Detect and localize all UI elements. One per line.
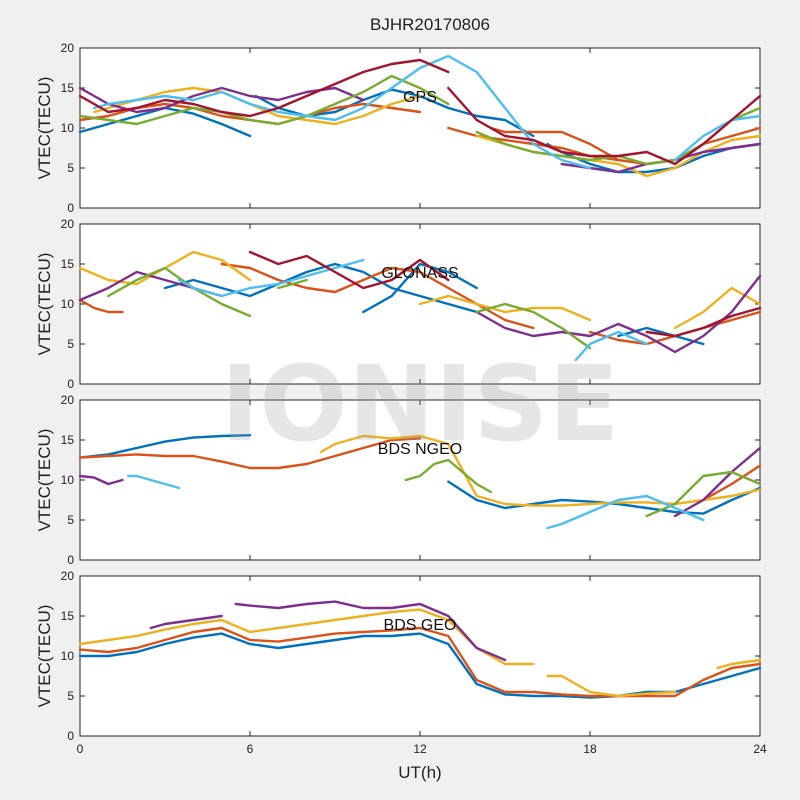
panel-label: GPS — [403, 89, 437, 106]
series-line — [645, 470, 762, 518]
x-tick-label: 12 — [413, 742, 427, 756]
panels-group: 0 5 10 15 20 GPS VTEC(TECU) 0 5 10 15 20 GLONASS VTEC… — [35, 41, 767, 756]
series-line — [362, 262, 478, 314]
y-tick-label: 15 — [61, 81, 75, 95]
y-tick-label: 15 — [61, 433, 75, 447]
series-line — [475, 274, 762, 354]
series-line — [418, 294, 592, 322]
series-line — [78, 74, 450, 126]
series-line — [254, 88, 535, 138]
panel-label: GLONASS — [381, 265, 458, 282]
x-axis-label: UT(h) — [398, 763, 441, 782]
y-tick-label: 10 — [61, 121, 75, 135]
series-line — [546, 494, 705, 530]
series-line — [248, 250, 450, 290]
y-axis-label: VTEC(TECU) — [35, 429, 54, 532]
y-tick-label: 5 — [67, 161, 74, 175]
panel-label: BDS GEO — [384, 617, 457, 634]
y-tick-label: 0 — [67, 553, 74, 567]
series-line — [546, 674, 677, 698]
series-line — [404, 458, 492, 494]
series-line — [319, 434, 762, 507]
series-line — [546, 142, 762, 174]
y-axis-label: VTEC(TECU) — [35, 605, 54, 708]
series-line — [126, 474, 181, 490]
y-axis-label: VTEC(TECU) — [35, 253, 54, 356]
y-tick-label: 20 — [61, 569, 75, 583]
series-line — [107, 266, 252, 318]
series-line — [574, 330, 648, 362]
series-line — [220, 262, 535, 330]
series-line — [78, 626, 762, 698]
axes-box — [79, 47, 761, 209]
x-tick-label: 6 — [247, 742, 254, 756]
series-line — [92, 54, 592, 170]
axes-box — [79, 399, 761, 561]
series-line — [277, 278, 308, 290]
series-line — [78, 437, 422, 470]
figure-title: BJHR20170806 — [370, 15, 490, 34]
y-tick-label: 10 — [61, 297, 75, 311]
watermark: IONISE — [221, 343, 620, 465]
series-line — [78, 632, 762, 699]
series-line — [447, 86, 762, 166]
series-line — [617, 326, 705, 346]
y-tick-label: 20 — [61, 393, 75, 407]
y-tick-label: 10 — [61, 649, 75, 663]
y-tick-label: 20 — [61, 217, 75, 231]
series-line — [234, 600, 507, 662]
series-line — [78, 434, 252, 459]
y-tick-label: 5 — [67, 337, 74, 351]
y-tick-label: 20 — [61, 41, 75, 55]
x-tick-label: 0 — [77, 742, 84, 756]
series-line — [78, 58, 450, 118]
x-tick-label: 24 — [753, 742, 767, 756]
series-line — [489, 126, 620, 162]
axes-box — [79, 575, 761, 737]
panel-label: BDS NGEO — [378, 441, 462, 458]
series-line — [702, 464, 762, 502]
y-tick-label: 0 — [67, 201, 74, 215]
series-line — [673, 286, 762, 330]
y-tick-label: 5 — [67, 689, 74, 703]
panel: 0 5 10 15 20 0 6 12 18 24 BDS GEO VTEC(TECU) — [35, 569, 767, 756]
series-line — [78, 298, 124, 314]
series-line — [645, 306, 762, 338]
series-line — [78, 608, 535, 666]
series-line — [149, 614, 223, 630]
y-tick-label: 0 — [67, 729, 74, 743]
panel: 0 5 10 15 20 GLONASS VTEC(TECU) — [35, 217, 762, 391]
series-line — [673, 446, 762, 518]
x-tick-label: 18 — [583, 742, 597, 756]
y-axis-label: VTEC(TECU) — [35, 77, 54, 180]
panel: 0 5 10 15 20 BDS NGEO VTEC(TECU) — [35, 393, 762, 567]
y-tick-label: 0 — [67, 377, 74, 391]
series-line — [716, 658, 762, 670]
series-line — [163, 262, 478, 314]
series-line — [78, 474, 124, 486]
y-tick-label: 15 — [61, 609, 75, 623]
series-line — [673, 114, 762, 162]
y-tick-label: 10 — [61, 473, 75, 487]
y-tick-label: 15 — [61, 257, 75, 271]
y-tick-label: 5 — [67, 513, 74, 527]
panel: 0 5 10 15 20 GPS VTEC(TECU) — [35, 41, 762, 215]
series-line — [475, 302, 592, 350]
